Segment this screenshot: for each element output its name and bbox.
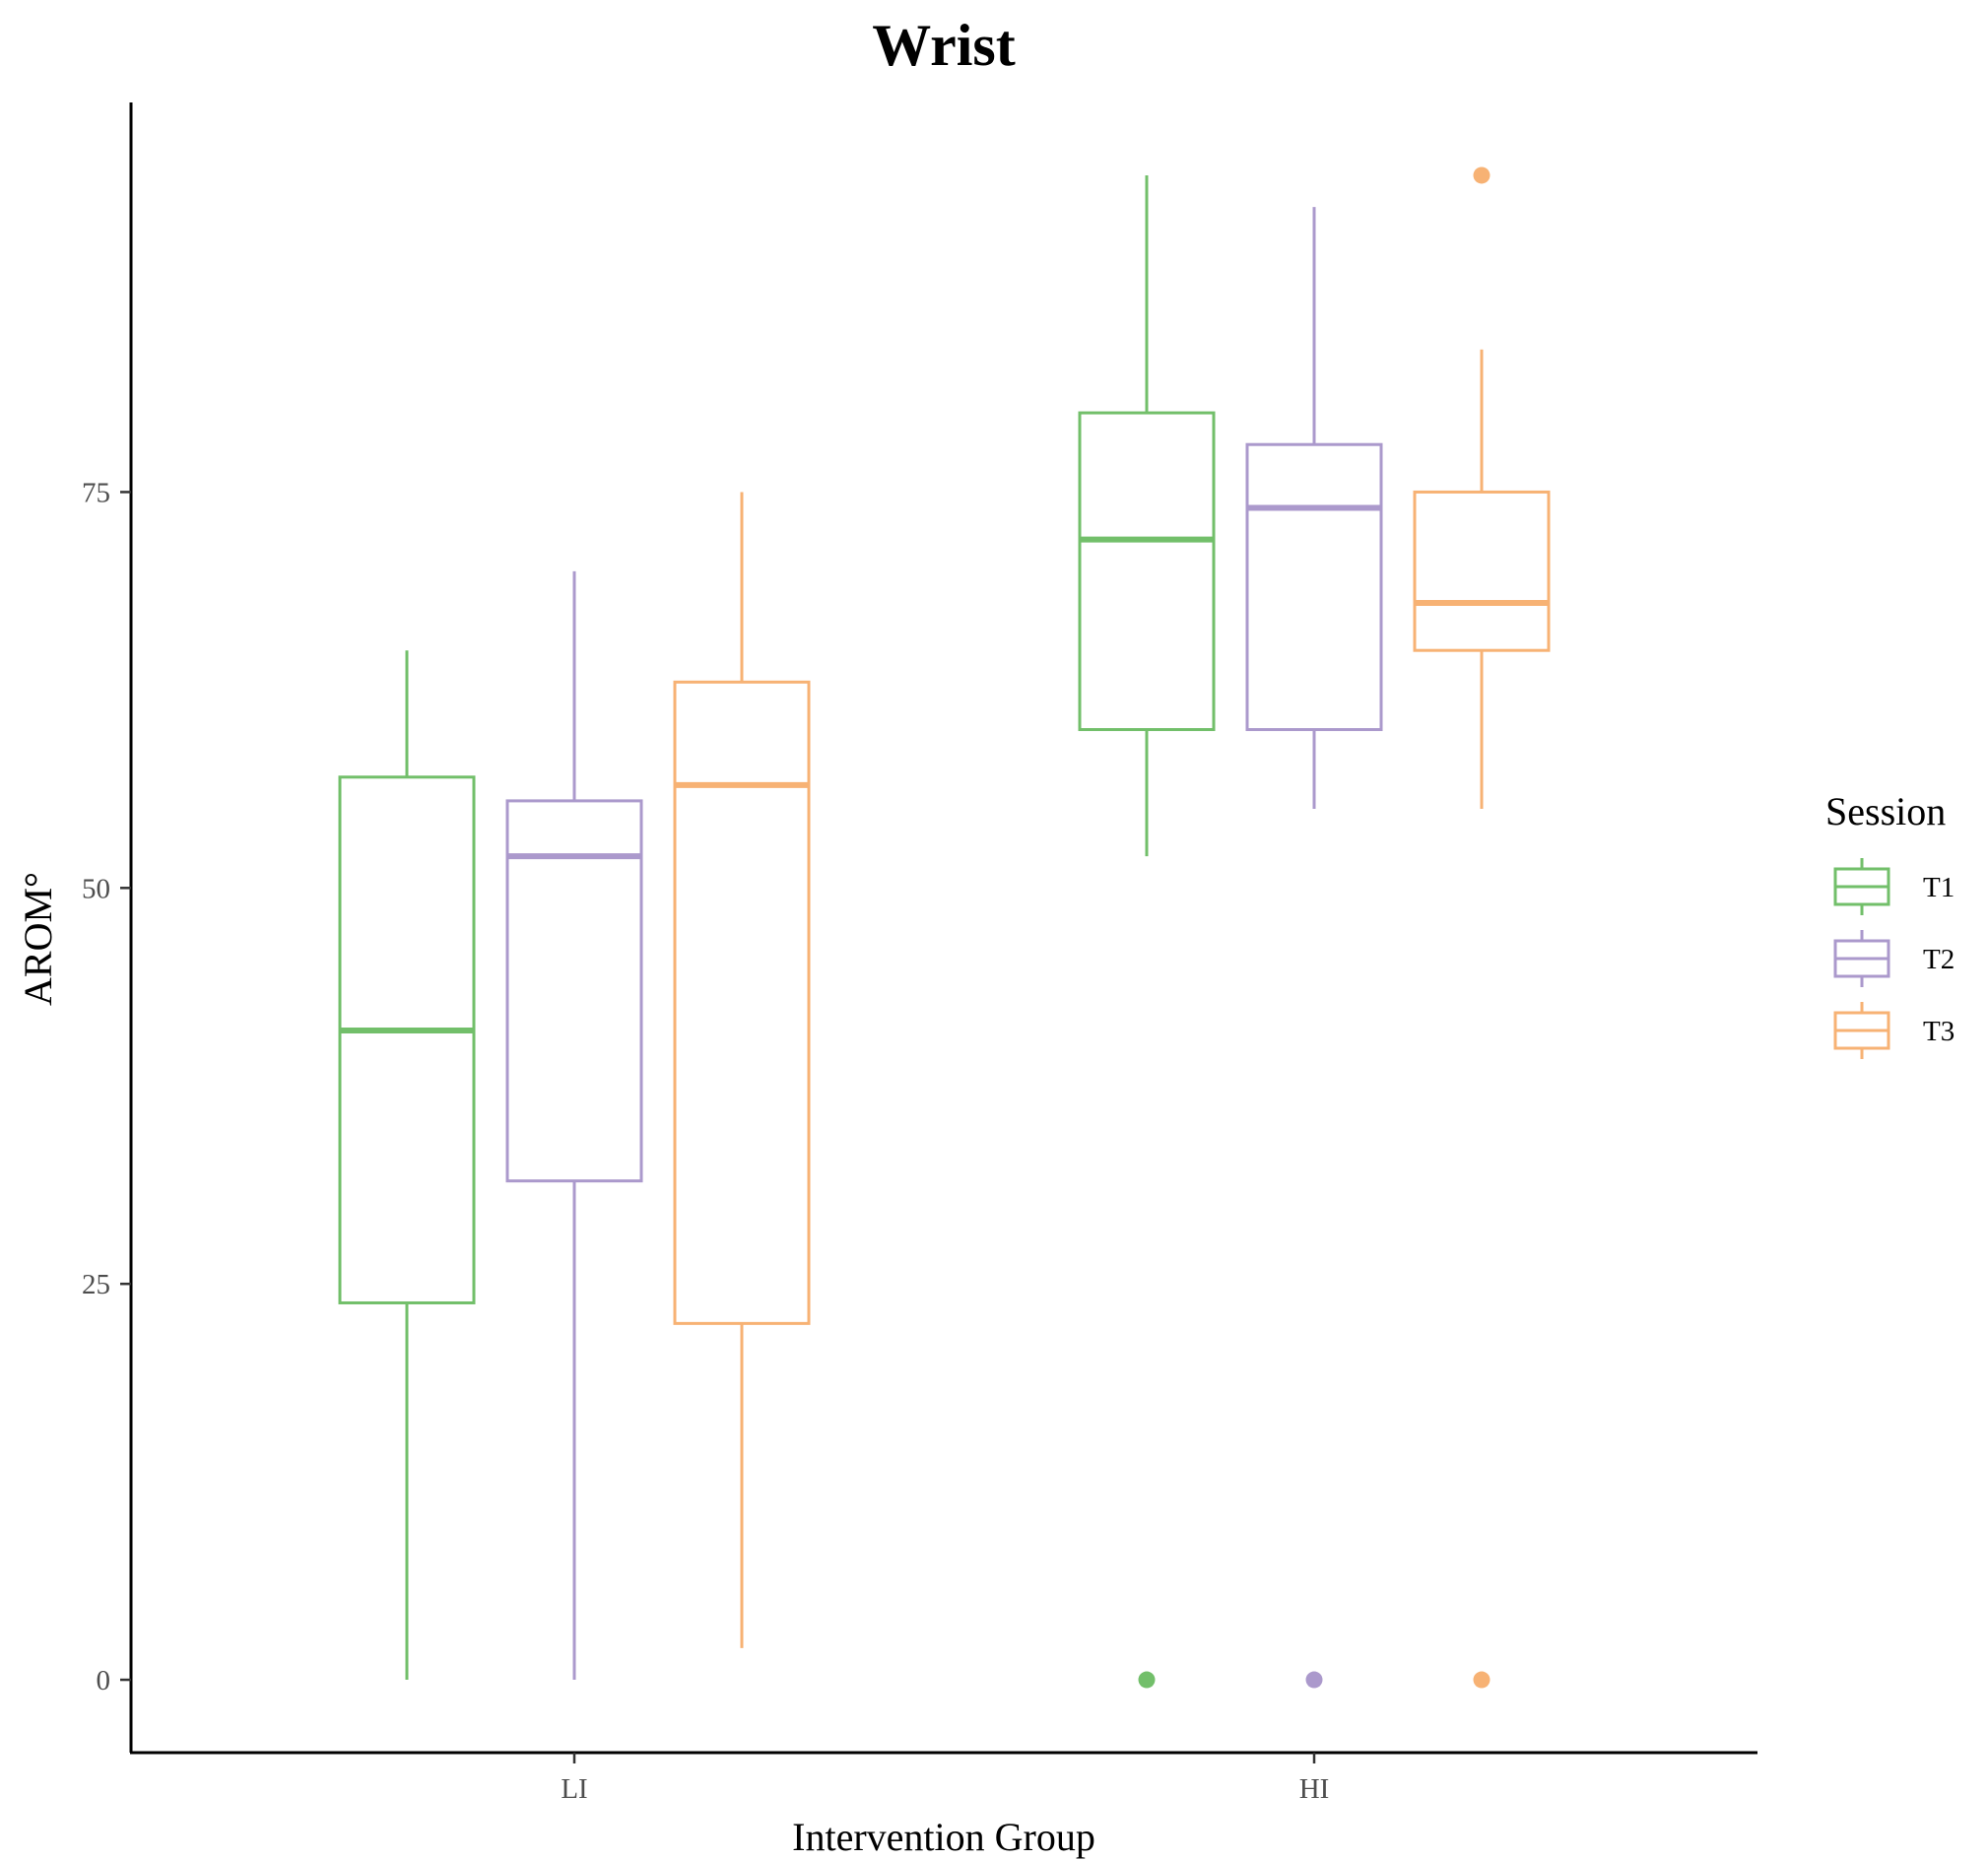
legend-label: T1 [1923, 872, 1955, 903]
y-tick-label: 75 [82, 477, 110, 508]
legend-item-T2: T2 [1833, 930, 1955, 987]
box-iqr [505, 799, 643, 1183]
box-T1-HI [1078, 174, 1216, 1689]
box-iqr [1245, 442, 1383, 732]
outlier-point [1473, 1671, 1491, 1689]
legend-item-T1: T1 [1833, 858, 1955, 915]
legend: Session T1 T2 T3 [1825, 789, 1955, 1059]
y-tick-label: 0 [97, 1665, 111, 1696]
outlier-point [1305, 1671, 1323, 1689]
x-tick-label: HI [1299, 1773, 1330, 1805]
box-iqr [673, 680, 811, 1325]
y-tick-label: 50 [82, 873, 110, 904]
box-iqr [1078, 411, 1216, 732]
y-axis-title: AROM° [16, 872, 60, 1006]
box-iqr [1413, 490, 1551, 652]
x-tick-label: LI [561, 1773, 587, 1805]
box-T3-HI [1413, 166, 1551, 1689]
legend-item-T3: T3 [1833, 1002, 1955, 1059]
legend-label: T2 [1923, 944, 1955, 975]
chart-title: Wrist [872, 13, 1016, 78]
legend-label: T3 [1923, 1016, 1955, 1047]
y-axis-ticks: 0 25 50 75 [82, 477, 131, 1696]
box-T2-LI [505, 570, 643, 1681]
y-tick-label: 25 [82, 1269, 110, 1300]
x-axis-title: Intervention Group [792, 1815, 1095, 1859]
box-iqr [338, 775, 476, 1304]
box-T1-LI [338, 650, 476, 1681]
outlier-point [1473, 166, 1491, 184]
plot-area [338, 166, 1551, 1689]
box-T3-LI [673, 492, 811, 1648]
legend-title: Session [1825, 789, 1946, 833]
box-T2-HI [1245, 207, 1383, 1689]
outlier-point [1138, 1671, 1156, 1689]
x-axis-ticks: LI HI [561, 1753, 1329, 1805]
